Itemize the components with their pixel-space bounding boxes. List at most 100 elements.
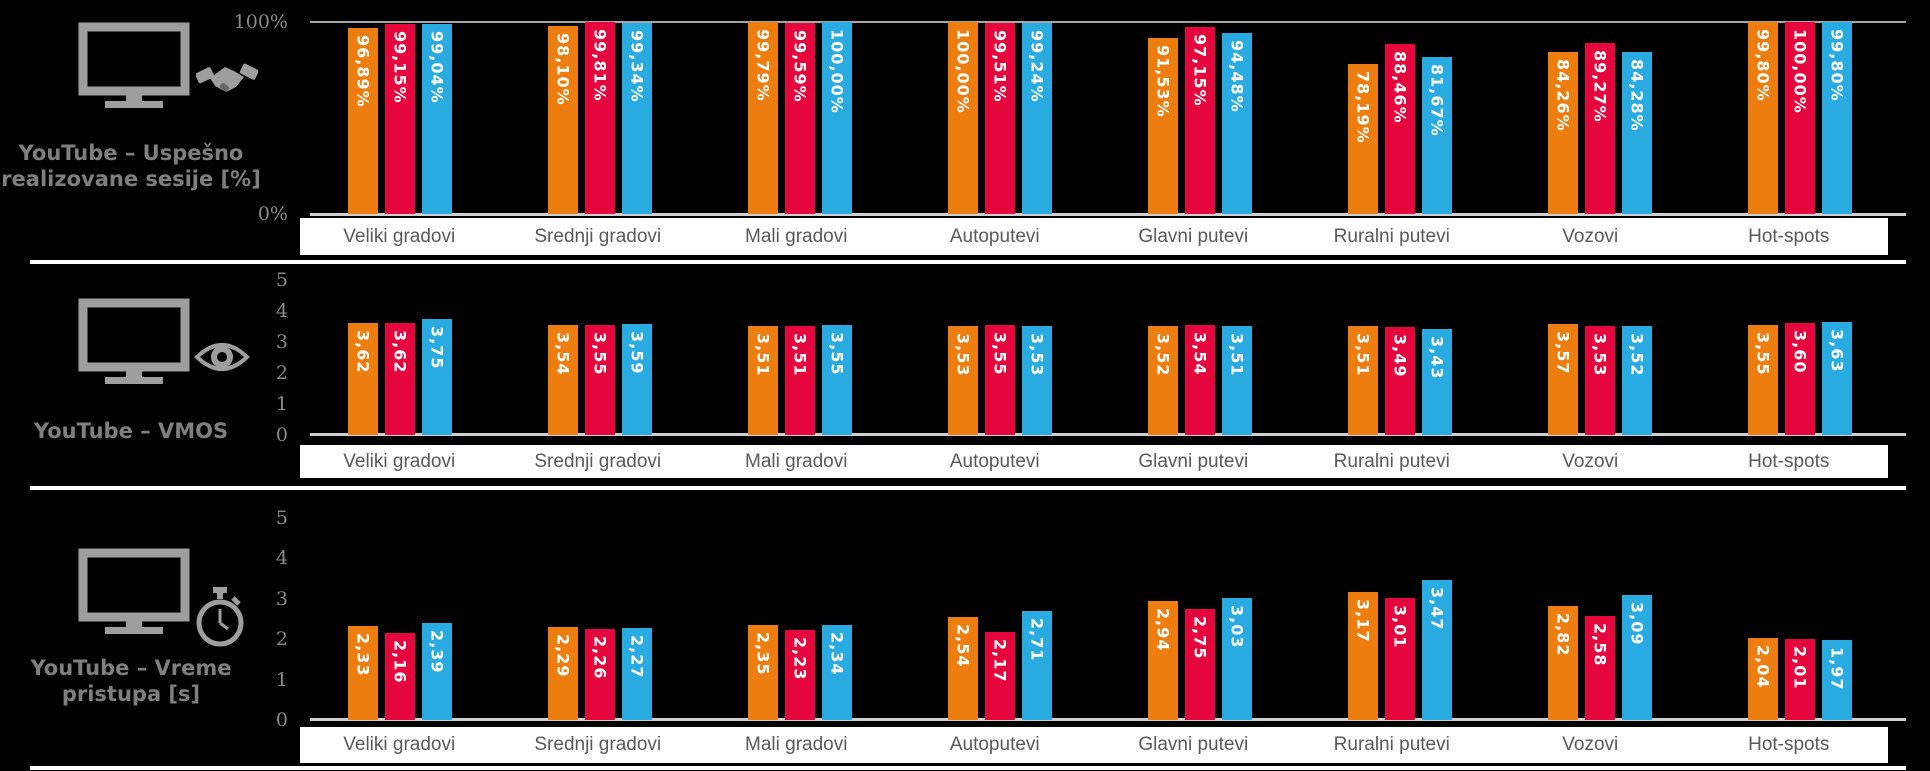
bar-value-label: 2,27 bbox=[627, 635, 647, 679]
bar-red: 2,01 bbox=[1785, 638, 1815, 720]
bar-blue: 2,27 bbox=[622, 628, 652, 720]
bar-value-label: 3,60 bbox=[1790, 330, 1810, 374]
category-label: Glavni putevi bbox=[1138, 734, 1249, 755]
y-axis-tick-label: 0 bbox=[275, 709, 288, 731]
bar-blue: 3,43 bbox=[1422, 328, 1452, 435]
bar-value-label: 99,24% bbox=[1027, 30, 1047, 104]
sessions-icon-group bbox=[78, 22, 258, 110]
bar-value-label: 84,26% bbox=[1553, 59, 1573, 132]
bar-value-label: 3,43 bbox=[1427, 335, 1447, 380]
bar-value-label: 84,28% bbox=[1627, 59, 1647, 132]
bar-group: 2,82 2,58 3,09 bbox=[1500, 518, 1700, 720]
bar-red: 3,55 bbox=[985, 324, 1015, 435]
panel-vmos-title-line1: YouTube – VMOS bbox=[33, 419, 229, 443]
category-label: Veliki gradovi bbox=[343, 734, 456, 755]
panel-sessions-title: YouTube – Uspešno realizovane sesije [%] bbox=[0, 140, 262, 193]
category-label: Glavni putevi bbox=[1138, 225, 1249, 247]
bar-value-label: 3,55 bbox=[1753, 331, 1773, 376]
bar-blue: 3,03 bbox=[1222, 597, 1252, 720]
bar-group: 98,10% 99,81% 99,34% bbox=[500, 22, 700, 214]
plot-area: 96,89% 99,15% 99,04% 98,10% 99,81% 99,34% 99,7… bbox=[300, 22, 1900, 214]
eye-icon bbox=[194, 338, 250, 376]
bar-blue: 3,51 bbox=[1222, 326, 1252, 435]
bar-value-label: 99,79% bbox=[753, 29, 773, 103]
bar-group: 3,57 3,53 3,52 bbox=[1500, 280, 1700, 435]
bar-value-label: 99,15% bbox=[390, 30, 410, 104]
bar-orange: 99,80% bbox=[1748, 22, 1778, 214]
category-label: Autoputevi bbox=[949, 225, 1040, 247]
bar-blue: 81,67% bbox=[1422, 57, 1452, 214]
bar-group: 3,51 3,51 3,55 bbox=[700, 280, 900, 435]
bar-value-label: 99,80% bbox=[1827, 29, 1847, 103]
x-axis-line bbox=[310, 718, 1906, 721]
bar-value-label: 3,52 bbox=[1153, 332, 1173, 377]
bar-red: 2,23 bbox=[785, 629, 815, 720]
bar-value-label: 3,03 bbox=[1227, 604, 1247, 649]
bar-blue: 100,00% bbox=[822, 22, 852, 214]
panel-sessions-title-line1: YouTube – Uspešno bbox=[18, 141, 244, 165]
bar-value-label: 3,49 bbox=[1390, 333, 1410, 378]
bar-value-label: 99,59% bbox=[790, 29, 810, 103]
bar-red: 3,54 bbox=[1185, 325, 1215, 435]
y-axis-tick-label: 0% bbox=[257, 203, 288, 225]
access-icon-group bbox=[78, 548, 246, 647]
bar-value-label: 3,55 bbox=[590, 331, 610, 376]
bar-value-label: 2,16 bbox=[390, 639, 410, 684]
bar-red: 2,17 bbox=[985, 632, 1015, 720]
gridline-100pct bbox=[310, 21, 1906, 23]
bar-value-label: 89,27% bbox=[1590, 49, 1610, 123]
y-axis-tick-label: 0 bbox=[275, 424, 288, 446]
bar-red: 99,51% bbox=[985, 22, 1015, 214]
bar-red: 2,75 bbox=[1185, 608, 1215, 720]
vmos-icon-group bbox=[78, 298, 250, 386]
bar-orange: 3,17 bbox=[1348, 591, 1378, 720]
y-axis-tick-label: 2 bbox=[275, 362, 288, 384]
bar-red: 3,62 bbox=[385, 322, 415, 435]
bar-group: 100,00% 99,51% 99,24% bbox=[900, 22, 1100, 214]
bar-blue: 84,28% bbox=[1622, 52, 1652, 214]
bar-value-label: 98,10% bbox=[553, 32, 573, 106]
bar-value-label: 3,63 bbox=[1827, 329, 1847, 373]
bar-blue: 3,47 bbox=[1422, 579, 1452, 720]
bar-red: 3,55 bbox=[585, 324, 615, 435]
plot-area: 3,62 3,62 3,75 3,54 3,55 3,59 3,51 3,51 3,55 3,53… bbox=[300, 280, 1900, 435]
bar-orange: 100,00% bbox=[948, 22, 978, 214]
bar-orange: 84,26% bbox=[1548, 52, 1578, 214]
bar-value-label: 3,51 bbox=[753, 333, 773, 377]
panel-sessions-title-line2: realizovane sesije [%] bbox=[1, 167, 261, 192]
bar-blue: 99,34% bbox=[622, 23, 652, 214]
category-label: Vozovi bbox=[1562, 450, 1619, 472]
category-label: Srednji gradovi bbox=[534, 225, 662, 247]
bar-value-label: 3,53 bbox=[1027, 332, 1047, 377]
bar-blue: 94,48% bbox=[1222, 32, 1252, 214]
category-label: Veliki gradovi bbox=[343, 450, 456, 472]
bar-value-label: 3,62 bbox=[390, 329, 410, 374]
bar-group: 2,94 2,75 3,03 bbox=[1100, 518, 1300, 720]
bar-blue: 3,55 bbox=[822, 324, 852, 435]
y-axis-ticks: 100% 0% bbox=[140, 11, 300, 225]
category-label: Srednji gradovi bbox=[534, 734, 662, 755]
category-label: Mali gradovi bbox=[745, 450, 848, 472]
bar-value-label: 3,75 bbox=[427, 325, 447, 370]
bar-orange: 3,53 bbox=[948, 325, 978, 435]
category-label: Autoputevi bbox=[949, 450, 1040, 472]
bar-value-label: 3,59 bbox=[627, 330, 647, 375]
bar-orange: 3,51 bbox=[748, 326, 778, 435]
bar-group: 91,53% 97,15% 94,48% bbox=[1100, 22, 1300, 214]
category-label: Vozovi bbox=[1562, 734, 1619, 755]
bar-group: 2,54 2,17 2,71 bbox=[900, 518, 1100, 720]
bar-orange: 2,94 bbox=[1148, 601, 1178, 720]
bar-red: 99,15% bbox=[385, 23, 415, 214]
panel-sessions-left: YouTube – Uspešno realizovane sesije [%] bbox=[0, 0, 300, 771]
bar-orange: 91,53% bbox=[1148, 38, 1178, 214]
bar-value-label: 2,34 bbox=[827, 632, 847, 676]
bar-orange: 3,62 bbox=[348, 322, 378, 435]
bar-value-label: 100,00% bbox=[1790, 29, 1810, 114]
panel-access-title: YouTube – Vreme pristupa [s] bbox=[0, 655, 262, 708]
bar-value-label: 88,46% bbox=[1390, 51, 1410, 124]
bar-blue: 3,52 bbox=[1622, 325, 1652, 435]
category-strip: Veliki gradovi Srednji gradovi Mali gradov… bbox=[300, 445, 1888, 478]
bar-orange: 3,57 bbox=[1548, 324, 1578, 435]
y-axis-ticks: 5 4 3 2 1 0 bbox=[140, 269, 300, 446]
bar-orange: 2,54 bbox=[948, 617, 978, 720]
